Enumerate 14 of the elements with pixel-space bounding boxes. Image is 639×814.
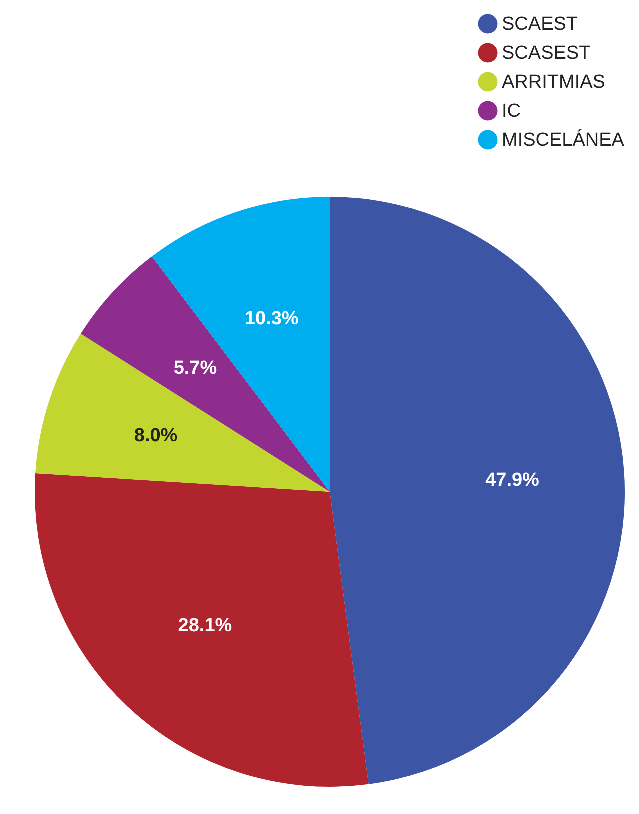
pie-slice bbox=[36, 334, 330, 492]
data-label: 28.1% bbox=[178, 616, 232, 637]
data-label: 8.0% bbox=[134, 425, 178, 446]
pie-slice bbox=[330, 197, 624, 784]
legend-label: ARRITMIAS bbox=[502, 72, 606, 93]
data-label: 10.3% bbox=[244, 308, 299, 330]
data-label: 5.7% bbox=[174, 358, 218, 380]
legend-label: MISCELÁNEA bbox=[502, 129, 625, 151]
data-label: 47.9% bbox=[486, 470, 540, 491]
legend-label: IC bbox=[502, 101, 521, 122]
legend-label: SCAEST bbox=[502, 14, 578, 35]
legend-label: SCASEST bbox=[502, 43, 592, 64]
pie-slice bbox=[80, 256, 330, 492]
pie-slice bbox=[36, 473, 369, 787]
